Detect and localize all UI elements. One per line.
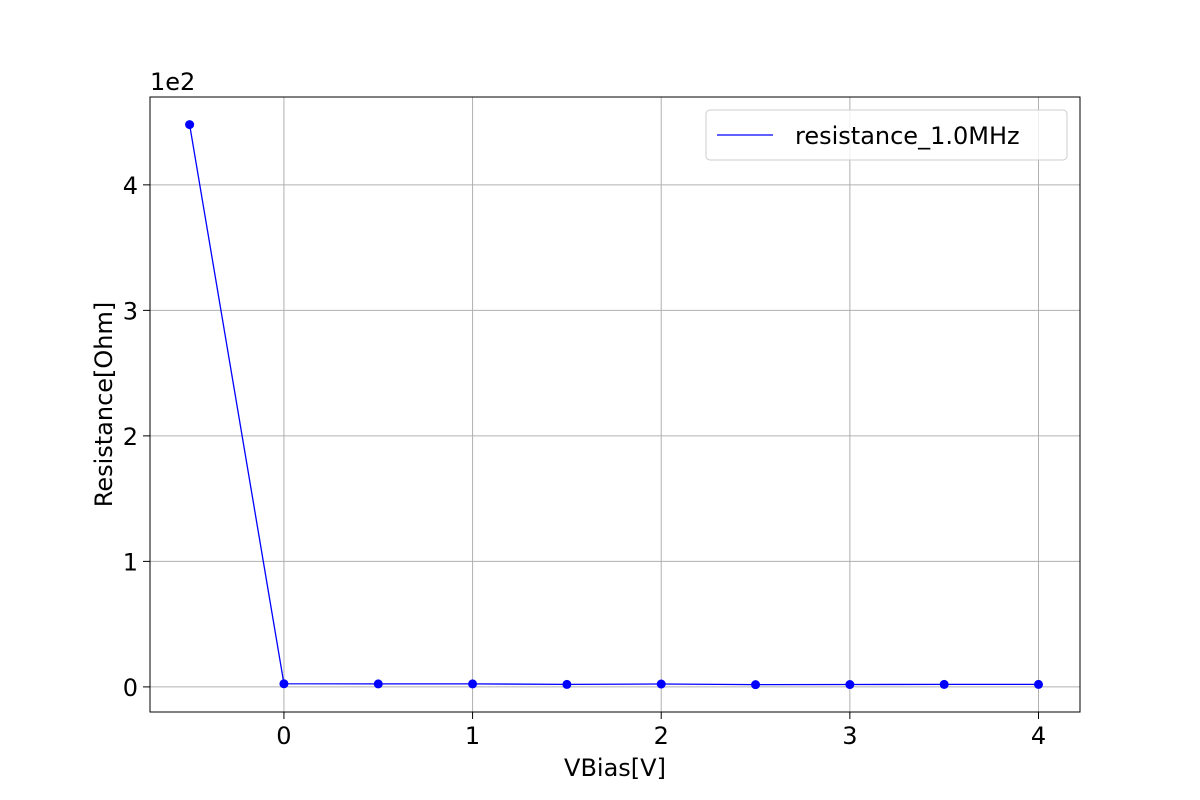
- y-axis-label: Resistance[Ohm]: [90, 302, 118, 508]
- y-tick-label: 0: [123, 674, 138, 702]
- data-point: [656, 679, 666, 689]
- legend: resistance_1.0MHz: [705, 109, 1068, 161]
- legend-box: [705, 109, 1068, 161]
- y-tick-label: 1: [123, 548, 138, 576]
- plot-area-frame: [149, 96, 1081, 713]
- y-tick-label: 3: [123, 297, 138, 325]
- axis-ticks: 0 1 2 3 4 0 1 2 3 4: [123, 172, 1046, 750]
- data-point: [562, 679, 572, 689]
- x-tick-label: 4: [1031, 722, 1046, 750]
- data-point: [751, 680, 761, 690]
- y-tick-label: 2: [123, 423, 138, 451]
- data-point: [373, 679, 383, 689]
- series-line: [188, 124, 1039, 686]
- data-point: [185, 120, 195, 130]
- data-point: [1033, 679, 1043, 689]
- x-tick-label: 3: [842, 722, 857, 750]
- data-point: [939, 679, 949, 689]
- grid: [150, 97, 1080, 712]
- series-layer: [185, 120, 1043, 690]
- x-axis-label: VBias[V]: [564, 754, 666, 782]
- y-tick-label: 4: [123, 172, 138, 200]
- data-point: [845, 680, 855, 690]
- data-point: [468, 679, 478, 689]
- legend-label: resistance_1.0MHz: [795, 122, 1020, 150]
- y-axis-offset-label: 1e2: [150, 68, 195, 96]
- x-tick-label: 0: [276, 722, 291, 750]
- x-tick-label: 2: [654, 722, 669, 750]
- data-point: [279, 679, 289, 689]
- x-tick-label: 1: [465, 722, 480, 750]
